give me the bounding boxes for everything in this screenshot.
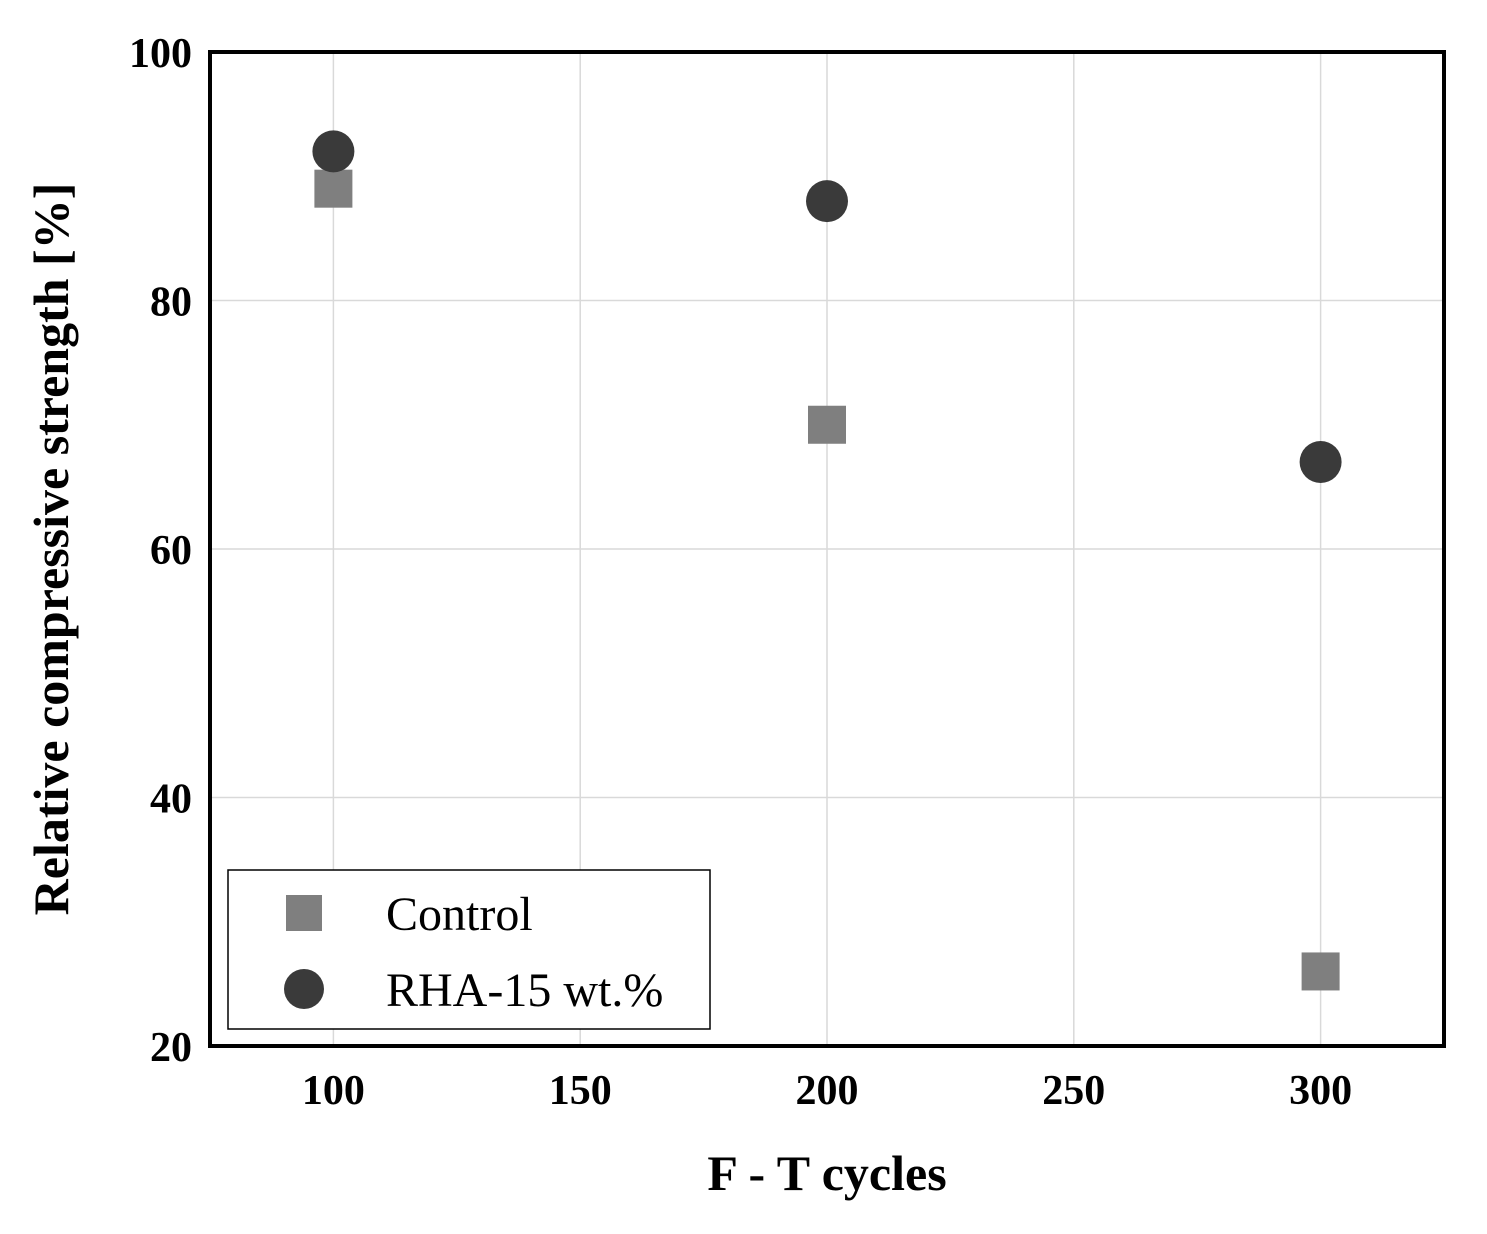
point-control-100 [314,169,353,208]
axis-ticks: 100 150 200 250 300 20 40 60 80 100 [129,31,1352,1114]
legend-label-rha-15-wt: RHA-15 wt.% [386,964,663,1017]
legend-marker-control [286,895,322,931]
legend: Control RHA-15 wt.% [227,869,711,1030]
point-rha-15-wt-200 [806,180,848,223]
point-control-200 [808,405,846,444]
x-tick-label-250: 250 [1042,1068,1105,1114]
point-control-300 [1301,952,1340,991]
legend-marker-rha-15-wt [284,969,324,1009]
y-tick-label-60: 60 [150,528,192,574]
y-axis-title: Relative compressive strength [%] [23,183,79,916]
plot-frame [208,50,1446,1048]
x-axis-title: F - T cycles [707,1145,946,1201]
data-points [312,130,1342,991]
legend-label-control: Control [386,888,533,941]
y-tick-label-40: 40 [150,777,192,823]
y-tick-label-20: 20 [150,1025,192,1071]
point-rha-15-wt-100 [312,130,355,173]
x-tick-label-150: 150 [549,1068,612,1114]
x-tick-label-300: 300 [1289,1068,1352,1114]
x-tick-label-200: 200 [796,1068,859,1114]
y-tick-label-100: 100 [129,31,192,77]
point-rha-15-wt-300 [1299,441,1342,484]
x-tick-label-100: 100 [302,1068,365,1114]
y-tick-label-80: 80 [150,280,192,326]
